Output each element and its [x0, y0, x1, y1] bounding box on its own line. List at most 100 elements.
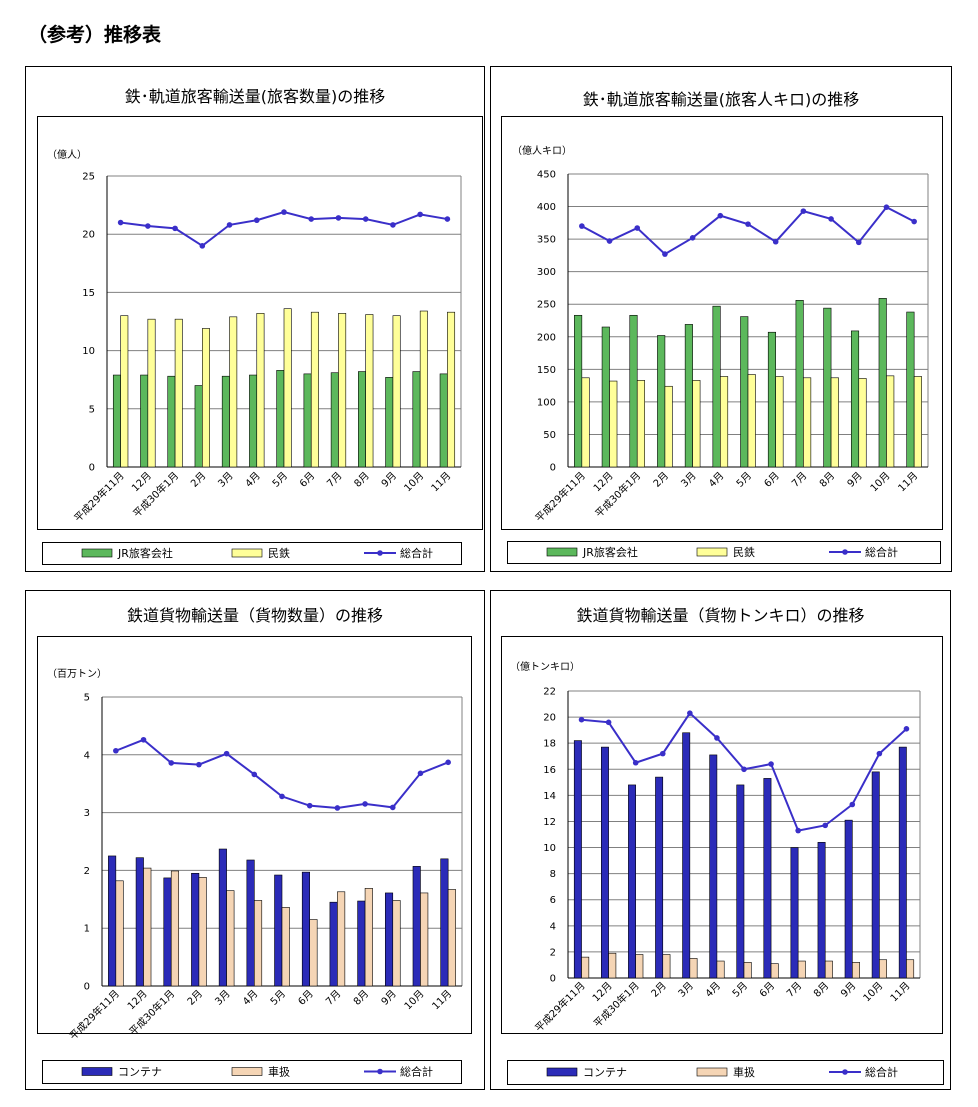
bar-JR旅客会社: [657, 335, 666, 468]
y-tick-label: 12: [543, 817, 556, 828]
bar-車扱: [608, 952, 617, 979]
legend-label: 総合計: [865, 1065, 898, 1079]
line-point-total: [687, 710, 693, 716]
y-tick-label: 100: [537, 397, 556, 408]
line-point-total: [199, 243, 206, 249]
bar-JR旅客会社: [601, 326, 610, 468]
line-point-total: [362, 801, 368, 807]
y-tick-label: 22: [543, 687, 556, 698]
chart-svg: 鉄道貨物輸送量（貨物トンキロ）の推移 （億トンキロ） 0 2 4 6 8 10 12 14 16 18…: [490, 590, 951, 1090]
bar-コンテナ: [412, 866, 421, 987]
bar-JR旅客会社: [167, 375, 176, 468]
bar-車扱: [392, 900, 401, 987]
bar-コンテナ: [384, 892, 394, 987]
bar-コンテナ: [709, 754, 718, 979]
bar-車扱: [115, 880, 124, 987]
bar-車扱: [824, 960, 833, 979]
chart-title: 鉄道貨物輸送量（貨物トンキロ）の推移: [576, 606, 864, 625]
chart-panel-freight-tons: 鉄道貨物輸送量（貨物数量）の推移 （百万トン） 0 1 2 3 4 5 平成29年11月 12月平…: [25, 590, 485, 1090]
y-tick-label: 5: [89, 404, 95, 415]
bar-車扱: [662, 954, 671, 979]
bar-民鉄: [447, 311, 456, 468]
line-point-total: [226, 222, 233, 228]
line-point-total: [145, 223, 151, 229]
chart-panel-passengers: 鉄･軌道旅客輸送量(旅客数量)の推移 （億人） 0 5 10 15 20 25 平成29年11月…: [25, 66, 485, 572]
bar-車扱: [743, 962, 752, 979]
y-tick-label: 4: [84, 750, 90, 761]
bar-民鉄: [858, 378, 867, 468]
line-point-total: [768, 761, 774, 767]
y-tick-label: 0: [84, 982, 90, 993]
y-tick-label: 2: [84, 866, 90, 877]
legend-swatch-JR旅客会社: [81, 548, 113, 558]
bar-コンテナ: [898, 746, 907, 979]
bar-コンテナ: [218, 848, 227, 987]
line-point-total: [334, 805, 341, 811]
bar-JR旅客会社: [140, 374, 149, 468]
legend-label: 民鉄: [733, 545, 755, 559]
line-point-total: [795, 827, 801, 834]
legend-swatch-車扱: [696, 1067, 728, 1077]
bar-JR旅客会社: [906, 311, 915, 468]
bar-民鉄: [636, 380, 646, 468]
y-tick-label: 3: [84, 808, 90, 819]
bar-民鉄: [581, 377, 590, 468]
legend-label: 車扱: [268, 1065, 290, 1079]
line-point-total: [578, 716, 585, 723]
line-point-total: [279, 793, 285, 800]
bar-JR旅客会社: [276, 370, 285, 468]
y-tick-label: 18: [543, 739, 556, 750]
y-tick-label: 300: [537, 267, 556, 278]
bar-民鉄: [609, 380, 618, 468]
bar-コンテナ: [246, 859, 255, 987]
bar-車扱: [254, 900, 263, 987]
y-tick-label: 10: [82, 346, 95, 357]
bar-コンテナ: [601, 746, 609, 979]
line-point-total: [579, 223, 585, 229]
legend-swatch-コンテナ: [546, 1067, 578, 1077]
bar-コンテナ: [357, 900, 366, 987]
line-point-total: [662, 251, 668, 257]
bar-JR旅客会社: [795, 300, 804, 468]
bar-車扱: [852, 962, 860, 979]
line-point-total: [417, 211, 423, 218]
bar-JR旅客会社: [385, 377, 394, 468]
bar-民鉄: [747, 374, 756, 468]
line-point-total: [772, 238, 779, 245]
bar-コンテナ: [790, 847, 799, 979]
bar-車扱: [906, 959, 915, 979]
chart-title: 鉄･軌道旅客輸送量(旅客数量)の推移: [125, 87, 386, 106]
line-point-total: [745, 221, 751, 227]
bar-JR旅客会社: [740, 316, 749, 468]
line-point-total: [335, 215, 342, 221]
y-unit-label: （億トンキロ）: [510, 660, 580, 673]
bar-民鉄: [886, 375, 895, 468]
bar-コンテナ: [817, 842, 826, 979]
bar-JR旅客会社: [629, 314, 638, 468]
bar-車扱: [364, 888, 373, 987]
bar-JR旅客会社: [249, 374, 258, 468]
bar-車扱: [447, 889, 456, 987]
bar-車扱: [770, 963, 779, 979]
page-heading: （参考）推移表: [28, 24, 162, 46]
y-tick-label: 250: [537, 300, 556, 311]
bar-車扱: [309, 919, 318, 987]
bar-民鉄: [913, 376, 922, 468]
bar-コンテナ: [628, 784, 636, 979]
line-point-total: [117, 219, 124, 226]
line-point-total: [659, 750, 666, 757]
y-tick-label: 15: [82, 288, 95, 299]
legend-swatch-民鉄: [696, 547, 728, 557]
y-tick-label: 50: [543, 430, 556, 441]
line-point-total: [390, 222, 396, 228]
bar-民鉄: [365, 314, 374, 468]
legend-swatch-車扱: [231, 1067, 263, 1076]
legend-label: 総合計: [400, 1065, 433, 1079]
line-point-total: [223, 750, 230, 757]
bar-JR旅客会社: [712, 305, 721, 468]
bar-JR旅客会社: [112, 374, 121, 468]
chart-svg: 鉄･軌道旅客輸送量(旅客人キロ)の推移 （億人キロ） 0 50 100 150 200 250…: [490, 66, 952, 572]
line-point-total: [876, 750, 883, 757]
line-point-total: [113, 747, 119, 754]
bar-コンテナ: [108, 855, 117, 987]
